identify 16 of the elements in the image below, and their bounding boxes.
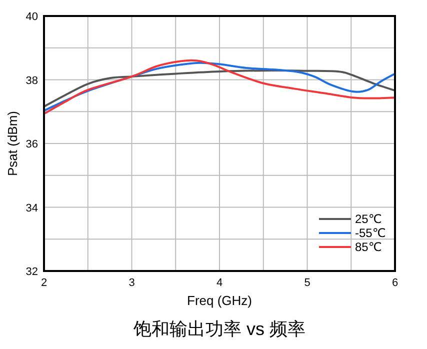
legend-label: 25℃	[355, 212, 382, 226]
x-axis-title: Freq (GHz)	[187, 293, 252, 308]
legend-label: -55℃	[355, 226, 386, 240]
x-tick-label: 4	[216, 277, 223, 289]
y-tick-label: 38	[26, 74, 38, 87]
y-tick-label: 40	[26, 11, 38, 23]
text: 饱和输出功率 vs 频率	[132, 319, 306, 339]
y-tick-label: 34	[26, 202, 38, 214]
x-tick-label: 6	[392, 277, 398, 289]
x-tick-label: 2	[40, 277, 48, 289]
y-tick-label: 32	[26, 266, 38, 278]
legend-label: 85℃	[355, 240, 382, 254]
y-tick-label: 36	[26, 138, 38, 150]
y-axis-title: Psat (dBm)	[5, 110, 20, 176]
x-tick-label: 3	[128, 277, 135, 289]
x-tick-label: 5	[304, 277, 310, 289]
